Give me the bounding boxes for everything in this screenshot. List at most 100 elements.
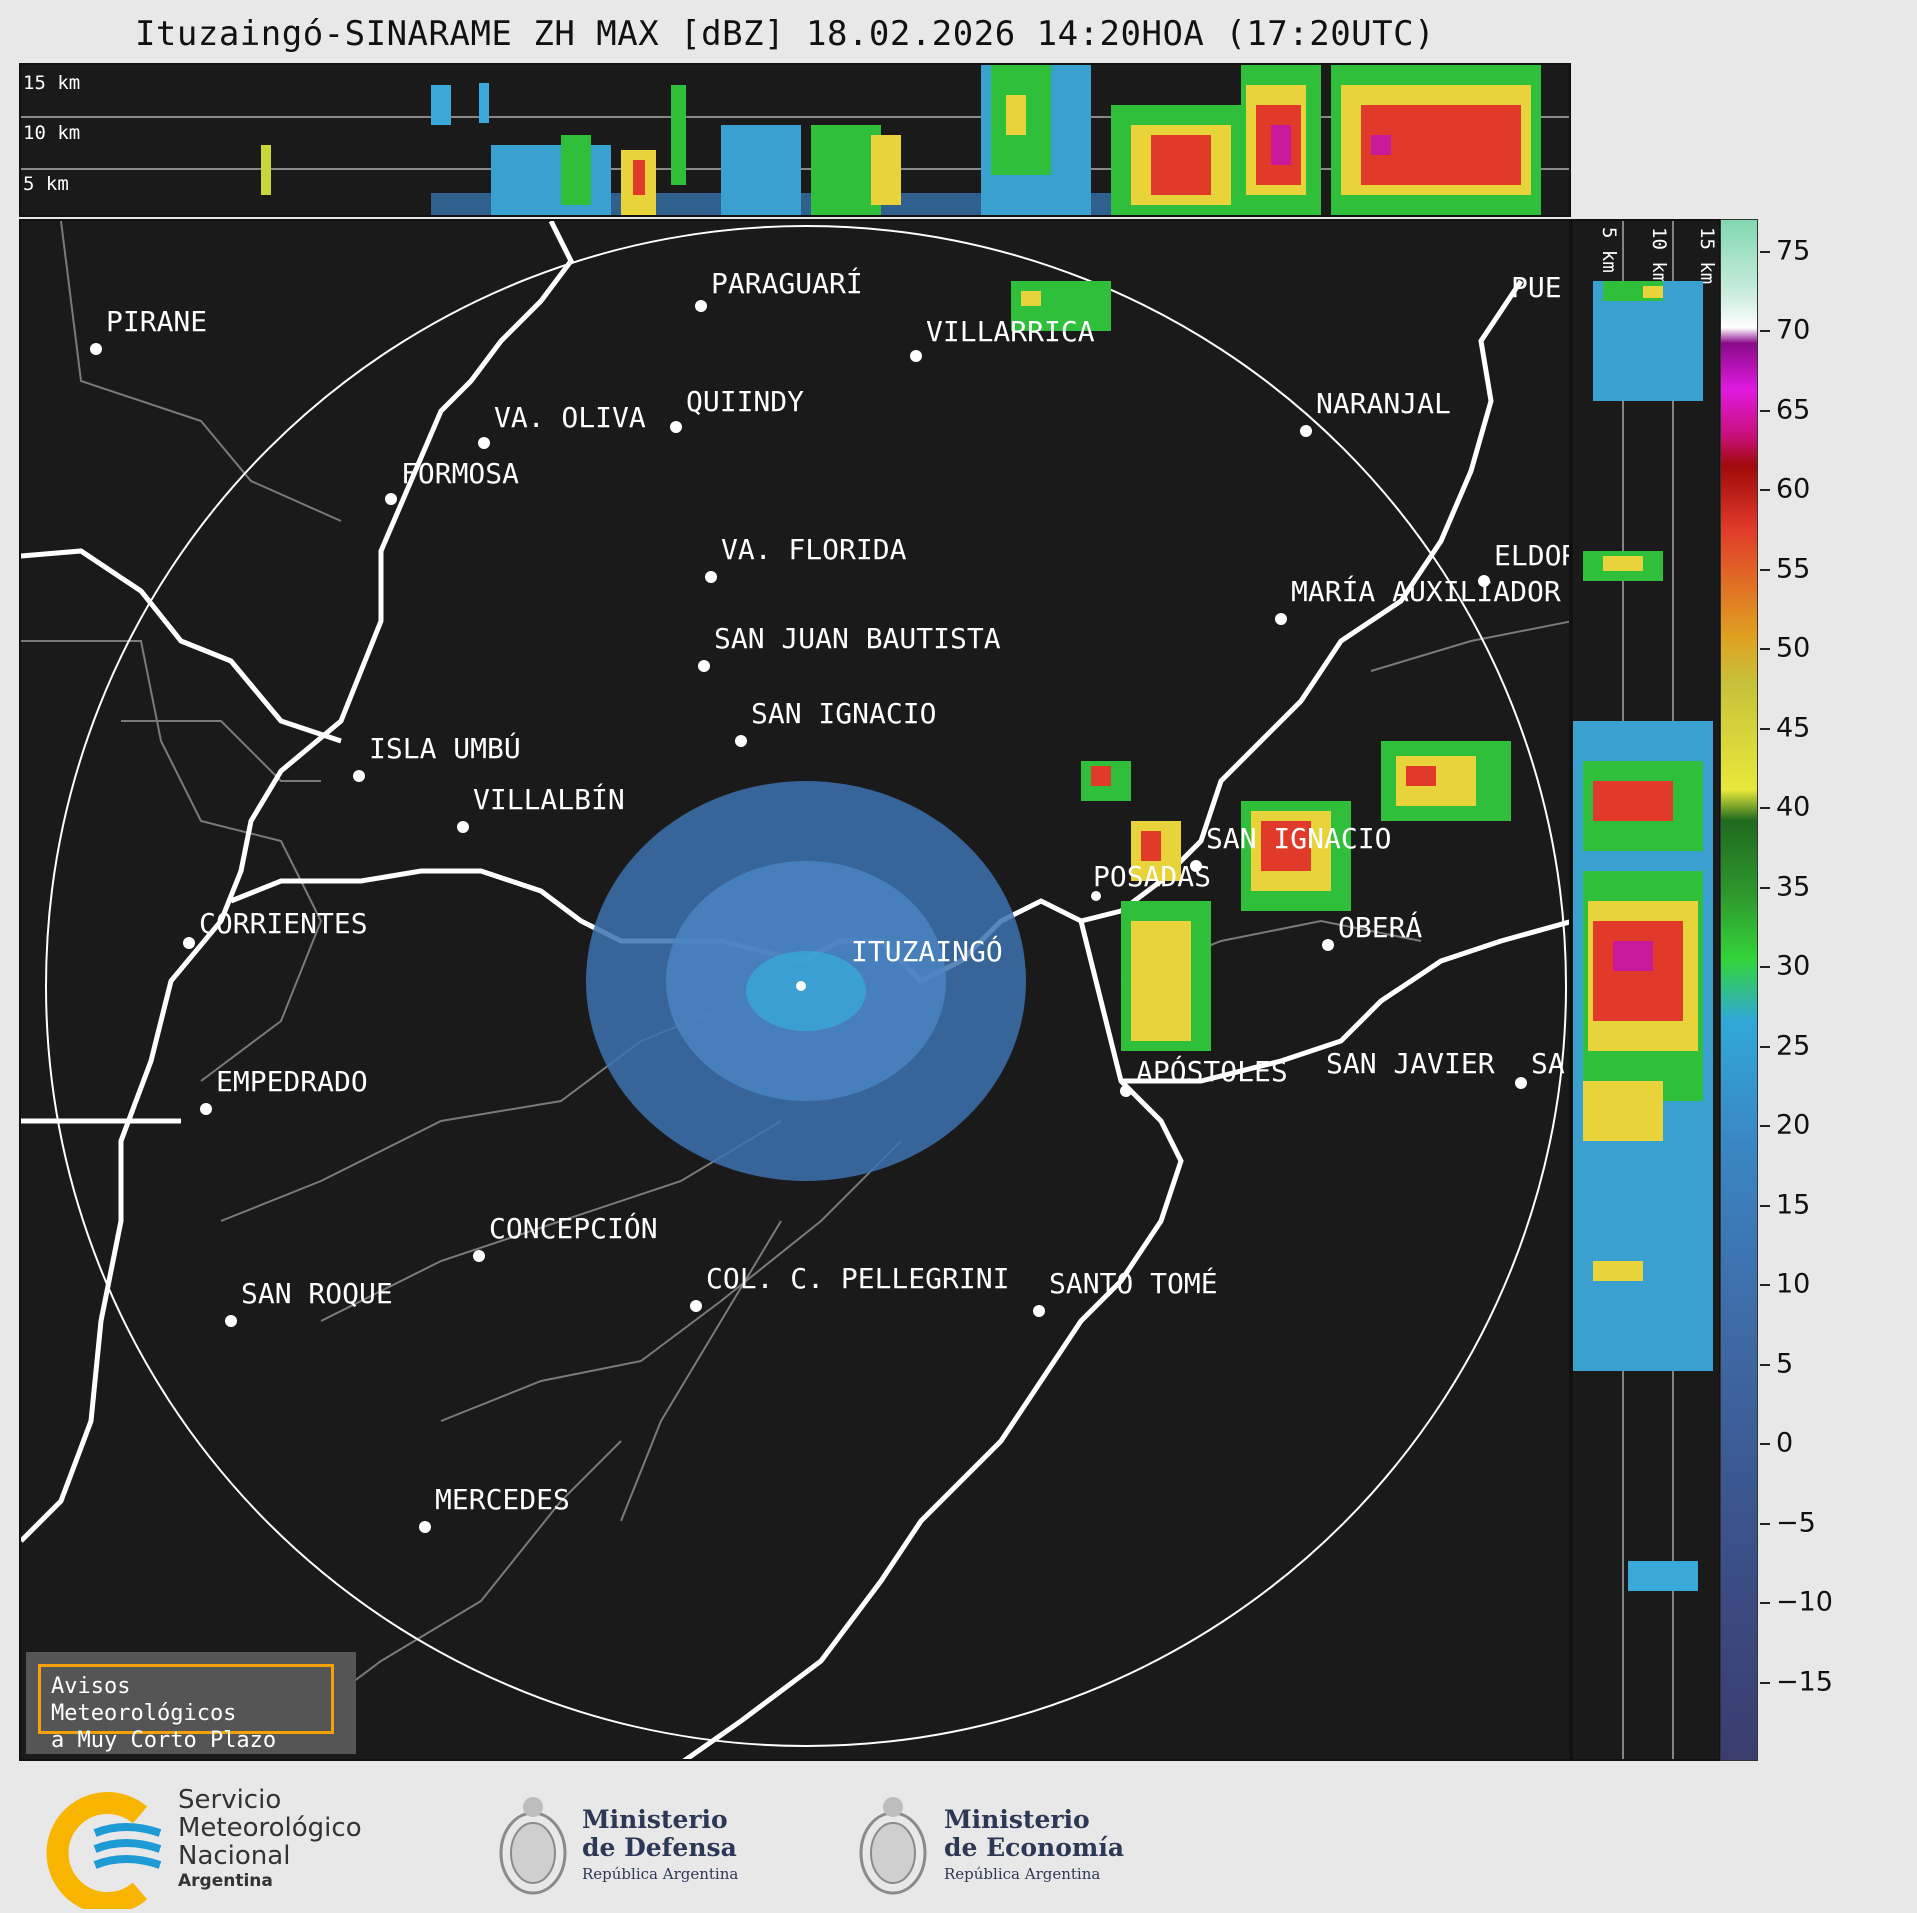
radar-map[interactable]: PARAGUARÍ VILLARRICA PIRANE QUIINDY VA. … <box>19 219 1571 1761</box>
defensa-line-1: Ministerio <box>582 1805 728 1834</box>
city-dot-san-ignacio-ar <box>1190 860 1202 872</box>
colorbar-tick-mark <box>1760 727 1770 730</box>
colorbar-tick-label: 50 <box>1776 632 1811 664</box>
colorbar-tick-label: −10 <box>1776 1586 1833 1618</box>
city-dot-posadas <box>1091 891 1101 901</box>
colorbar-tick-label: 25 <box>1776 1030 1811 1062</box>
warning-banner-inner[interactable]: Avisos Meteorológicos a Muy Corto Plazo <box>38 1664 334 1753</box>
city-label-mercedes: MERCEDES <box>435 1483 570 1516</box>
colorbar-tick-label: 5 <box>1776 1348 1794 1380</box>
city-label-villalbin: VILLALBÍN <box>473 782 625 816</box>
city-label-empedrado: EMPEDRADO <box>216 1065 368 1098</box>
city-label-va-florida: VA. FLORIDA <box>721 533 907 566</box>
colorbar-tick-mark <box>1760 807 1770 810</box>
vertical-profile-top: 15 km 10 km 5 km <box>19 63 1571 217</box>
city-label-quiindy: QUIINDY <box>686 385 804 418</box>
colorbar-tick-label: 60 <box>1776 473 1811 505</box>
city-label-pue: PUE <box>1511 271 1562 304</box>
colorbar-tick-mark <box>1760 966 1770 969</box>
city-dot-empedrado <box>200 1103 212 1115</box>
colorbar-tick-label: −15 <box>1776 1666 1833 1697</box>
smn-line-3: Nacional <box>178 1841 291 1871</box>
warning-line-2: a Muy Corto Plazo <box>51 1728 277 1753</box>
city-dot-isla-umbu <box>353 770 365 782</box>
city-dot-sa <box>1515 1077 1527 1089</box>
colorbar-tick-mark <box>1760 1602 1770 1605</box>
colorbar-tick-mark <box>1760 330 1770 333</box>
range-ring <box>45 225 1567 1747</box>
city-dot-mercedes <box>419 1521 431 1533</box>
top-echoes <box>261 65 1541 215</box>
smn-logo-icon <box>46 1792 162 1913</box>
city-label-san-ignacio-py: SAN IGNACIO <box>751 697 936 730</box>
warning-banner[interactable]: Avisos Meteorológicos a Muy Corto Plazo <box>26 1652 356 1754</box>
colorbar-tick-label: 0 <box>1776 1427 1794 1459</box>
city-label-apostoles: APÓSTOLES <box>1136 1054 1288 1088</box>
footer-logos-svg <box>46 1792 927 1913</box>
city-label-col-pellegrini: COL. C. PELLEGRINI <box>706 1262 1009 1295</box>
side-profile-svg: 5 km 10 km 15 km <box>1573 221 1718 1759</box>
colorbar-tick-label: 10 <box>1776 1268 1811 1300</box>
colorbar-tick-label: 70 <box>1776 314 1811 346</box>
city-label-isla-umbu: ISLA UMBÚ <box>369 731 521 765</box>
colorbar-tick-mark <box>1760 1522 1770 1525</box>
economia-line-1: Ministerio <box>944 1805 1090 1834</box>
colorbar-tick-label: 75 <box>1776 235 1811 267</box>
colorbar-tick-mark <box>1760 568 1770 571</box>
city-dot-san-ignacio-py <box>735 735 747 747</box>
smn-line-1: Servicio <box>178 1785 282 1815</box>
colorbar-tick-mark <box>1760 1125 1770 1128</box>
warning-line-1: Avisos Meteorológicos <box>51 1674 237 1726</box>
city-dot-pirane <box>90 343 102 355</box>
defensa-sub: República Argentina <box>582 1865 739 1883</box>
city-dot-naranjal <box>1300 425 1312 437</box>
colorbar-tick-mark <box>1760 886 1770 889</box>
city-label-formosa: FORMOSA <box>401 457 519 490</box>
economia-sub: República Argentina <box>944 1865 1101 1883</box>
city-label-obera: OBERÁ <box>1338 910 1422 944</box>
colorbar-tick-label: 40 <box>1776 791 1811 823</box>
city-dot-va-florida <box>705 571 717 583</box>
defensa-line-2: de Defensa <box>582 1833 737 1862</box>
colorbar-tick-mark <box>1760 409 1770 412</box>
economia-line-2: de Economía <box>944 1833 1125 1862</box>
colorbar-tick-mark <box>1760 1681 1770 1684</box>
colorbar-tick-label: 20 <box>1776 1109 1811 1141</box>
city-label-posadas: POSADAS <box>1093 860 1211 893</box>
city-dot-va-oliva <box>478 437 490 449</box>
city-label-concepcion: CONCEPCIÓN <box>489 1211 658 1245</box>
colorbar-tick-mark <box>1760 1045 1770 1048</box>
top-height-label-5: 5 km <box>23 173 69 195</box>
colorbar-tick-mark <box>1760 1363 1770 1366</box>
colorbar-tick-label: −5 <box>1776 1507 1816 1539</box>
city-dot-paraguari <box>695 300 707 312</box>
city-label-va-oliva: VA. OLIVA <box>494 401 646 434</box>
city-label-san-juan-bautista: SAN JUAN BAUTISTA <box>714 622 1001 655</box>
city-label-san-roque: SAN ROQUE <box>241 1277 393 1310</box>
city-label-paraguari: PARAGUARÍ <box>711 266 863 300</box>
city-label-pirane: PIRANE <box>106 305 207 338</box>
city-label-santo-tome: SANTO TOMÉ <box>1049 1266 1218 1300</box>
escudo-economia-icon <box>859 1797 927 1895</box>
city-dot-corrientes <box>183 937 195 949</box>
colorbar-tick-label: 15 <box>1776 1189 1811 1221</box>
city-dot-col-pellegrini <box>690 1300 702 1312</box>
city-dot-villarrica <box>910 350 922 362</box>
footer: Servicio Meteorológico Nacional Argentin… <box>0 1763 1917 1913</box>
city-label-naranjal: NARANJAL <box>1316 387 1451 420</box>
city-dot-quiindy <box>670 421 682 433</box>
colorbar-tick-label: 30 <box>1776 950 1811 982</box>
side-height-label-5: 5 km <box>1598 227 1620 273</box>
top-height-label-10: 10 km <box>23 122 80 144</box>
city-dot-obera <box>1322 939 1334 951</box>
colorbar-tick-mark <box>1760 250 1770 253</box>
smn-line-4: Argentina <box>178 1871 273 1891</box>
colorbar-tick-mark <box>1760 1204 1770 1207</box>
city-dot-san-juan-bautista <box>698 660 710 672</box>
smn-line-2: Meteorológico <box>178 1813 362 1843</box>
radar-echoes <box>586 281 1511 1181</box>
city-dot-maria-auxiliador <box>1275 613 1287 625</box>
city-label-maria-auxiliador: MARÍA AUXILIADOR <box>1291 574 1561 608</box>
colorbar-tick-mark <box>1760 1284 1770 1287</box>
city-label-sa: SA <box>1531 1047 1565 1080</box>
